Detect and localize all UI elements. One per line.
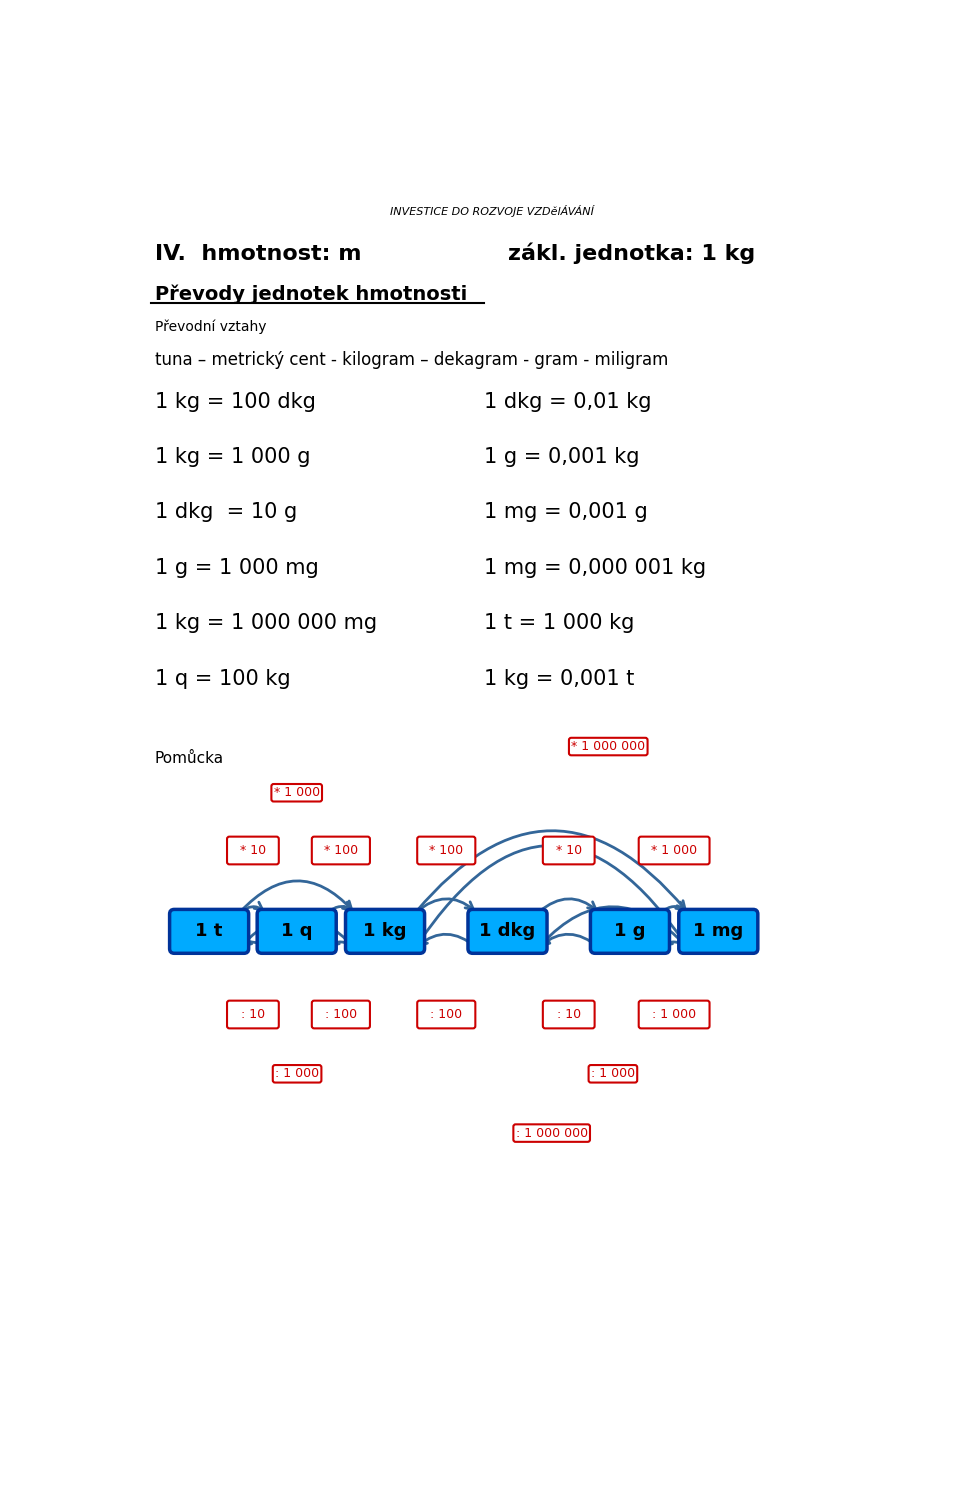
FancyArrowPatch shape <box>540 906 687 947</box>
Text: Převodní vztahy: Převodní vztahy <box>155 319 266 334</box>
FancyArrowPatch shape <box>417 831 685 912</box>
Text: 1 mg = 0,001 g: 1 mg = 0,001 g <box>484 503 648 522</box>
Text: 1 dkg: 1 dkg <box>479 923 536 941</box>
Text: 1 kg = 1 000 000 mg: 1 kg = 1 000 000 mg <box>155 614 377 634</box>
Text: : 1 000: : 1 000 <box>652 1008 696 1020</box>
Text: 1 t = 1 000 kg: 1 t = 1 000 kg <box>484 614 635 634</box>
FancyBboxPatch shape <box>418 1001 475 1028</box>
FancyBboxPatch shape <box>227 837 278 864</box>
Text: 1 dkg = 0,01 kg: 1 dkg = 0,01 kg <box>484 391 652 411</box>
FancyArrowPatch shape <box>243 938 265 947</box>
FancyBboxPatch shape <box>312 1001 370 1028</box>
FancyArrowPatch shape <box>240 880 351 912</box>
FancyArrowPatch shape <box>331 938 353 947</box>
Text: * 1 000: * 1 000 <box>651 844 697 856</box>
Text: Převody jednotek hmotnosti: Převody jednotek hmotnosti <box>155 284 468 304</box>
Text: zákl. jednotka: 1 kg: zákl. jednotka: 1 kg <box>508 242 755 265</box>
FancyBboxPatch shape <box>257 909 336 953</box>
Text: 1 g = 1 000 mg: 1 g = 1 000 mg <box>155 558 319 578</box>
Text: 1 kg = 0,001 t: 1 kg = 0,001 t <box>484 668 635 689</box>
FancyBboxPatch shape <box>638 1001 709 1028</box>
FancyArrowPatch shape <box>417 898 473 912</box>
Text: : 1 000 000: : 1 000 000 <box>516 1127 588 1139</box>
FancyBboxPatch shape <box>227 1001 278 1028</box>
Text: INVESTICE DO ROZVOJE VZDělÁVÁNÍ: INVESTICE DO ROZVOJE VZDělÁVÁNÍ <box>390 205 594 217</box>
Text: * 10: * 10 <box>556 844 582 856</box>
FancyBboxPatch shape <box>542 837 594 864</box>
FancyArrowPatch shape <box>418 846 687 947</box>
Text: tuna – metrický cent - kilogram – dekagram - gram - miligram: tuna – metrický cent - kilogram – dekagr… <box>155 351 668 369</box>
Text: Pomůcka: Pomůcka <box>155 751 224 766</box>
Text: * 1 000: * 1 000 <box>274 786 320 799</box>
Text: : 1 000: : 1 000 <box>590 1067 635 1081</box>
FancyArrowPatch shape <box>541 935 598 947</box>
Text: 1 t: 1 t <box>196 923 223 941</box>
FancyBboxPatch shape <box>346 909 424 953</box>
Text: 1 q: 1 q <box>281 923 312 941</box>
Text: : 10: : 10 <box>557 1008 581 1020</box>
FancyBboxPatch shape <box>638 837 709 864</box>
Text: : 100: : 100 <box>430 1008 463 1020</box>
Text: * 1 000 000: * 1 000 000 <box>571 740 645 752</box>
Text: 1 kg = 1 000 g: 1 kg = 1 000 g <box>155 447 310 467</box>
FancyArrowPatch shape <box>328 901 351 912</box>
Text: IV.  hmotnost: m: IV. hmotnost: m <box>155 244 361 263</box>
Text: : 100: : 100 <box>324 1008 357 1020</box>
Text: 1 mg = 0,000 001 kg: 1 mg = 0,000 001 kg <box>484 558 707 578</box>
FancyBboxPatch shape <box>170 909 249 953</box>
Text: 1 dkg  = 10 g: 1 dkg = 10 g <box>155 503 298 522</box>
FancyArrowPatch shape <box>243 917 353 947</box>
FancyArrowPatch shape <box>661 901 684 912</box>
FancyBboxPatch shape <box>312 837 370 864</box>
Text: 1 q = 100 kg: 1 q = 100 kg <box>155 668 291 689</box>
FancyBboxPatch shape <box>679 909 757 953</box>
FancyArrowPatch shape <box>540 898 596 912</box>
Text: 1 g: 1 g <box>614 923 646 941</box>
Text: 1 g = 0,001 kg: 1 g = 0,001 kg <box>484 447 639 467</box>
FancyArrowPatch shape <box>664 938 686 947</box>
Text: * 100: * 100 <box>429 844 464 856</box>
Text: 1 mg: 1 mg <box>693 923 743 941</box>
Text: * 100: * 100 <box>324 844 358 856</box>
Text: : 1 000: : 1 000 <box>275 1067 319 1081</box>
FancyBboxPatch shape <box>468 909 547 953</box>
Text: * 10: * 10 <box>240 844 266 856</box>
Text: 1 kg: 1 kg <box>363 923 407 941</box>
Text: 1 kg = 100 dkg: 1 kg = 100 dkg <box>155 391 316 411</box>
FancyBboxPatch shape <box>542 1001 594 1028</box>
Text: : 10: : 10 <box>241 1008 265 1020</box>
FancyBboxPatch shape <box>590 909 669 953</box>
FancyArrowPatch shape <box>419 935 476 947</box>
FancyBboxPatch shape <box>418 837 475 864</box>
FancyArrowPatch shape <box>241 901 263 912</box>
